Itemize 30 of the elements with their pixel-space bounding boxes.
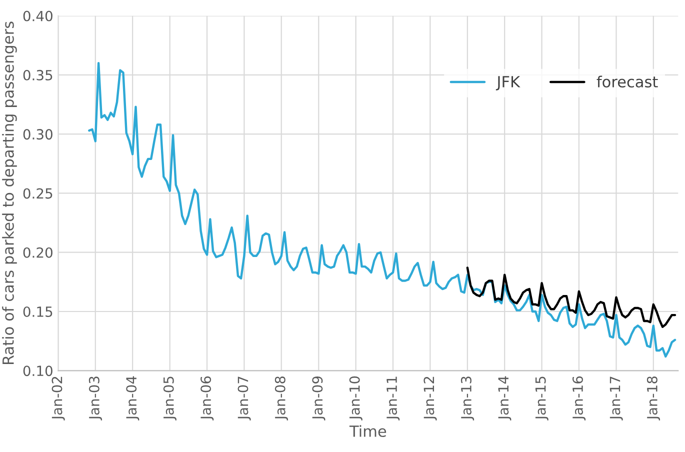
line-series: [88, 62, 676, 358]
x-tick-label: Jan-03: [88, 376, 102, 420]
x-tick-label: Jan-11: [386, 376, 400, 420]
x-tick-label: Jan-17: [610, 376, 623, 420]
y-axis-title: Ratio of cars parked to departing passengers: [2, 22, 17, 364]
y-tick-label: 0.10: [23, 366, 52, 376]
x-tick-label: Jan-12: [424, 376, 437, 420]
y-tick-label: 0.40: [23, 10, 52, 22]
y-tick-label: 0.25: [23, 188, 52, 199]
x-tick-label: Jan-13: [460, 376, 474, 420]
y-tick-label: 0.35: [23, 70, 52, 80]
x-tick-label: Jan-16: [572, 376, 586, 420]
x-tick-label: Jan-15: [535, 376, 548, 420]
legend-label: JFK: [496, 76, 520, 90]
x-tick-label: Jan-07: [238, 376, 251, 420]
x-tick-label: Jan-02: [52, 376, 65, 420]
y-tick-label: 0.30: [23, 129, 52, 140]
x-axis-title: Time: [349, 425, 386, 437]
y-tick-label: 0.20: [23, 247, 52, 258]
x-tick-label: Jan-10: [349, 376, 362, 420]
x-tick-label: Jan-08: [274, 376, 288, 420]
x-tick-label: Jan-18: [646, 376, 660, 420]
y-tick-label: 0.15: [23, 306, 52, 317]
x-tick-label: Jan-14: [498, 376, 512, 420]
legend-label: forecast: [596, 76, 658, 88]
x-tick-label: Jan-05: [163, 376, 176, 420]
line-series: [466, 266, 676, 328]
x-tick-label: Jan-06: [200, 376, 214, 420]
x-tick-label: Jan-09: [312, 376, 326, 420]
x-tick-label: Jan-04: [126, 376, 140, 420]
